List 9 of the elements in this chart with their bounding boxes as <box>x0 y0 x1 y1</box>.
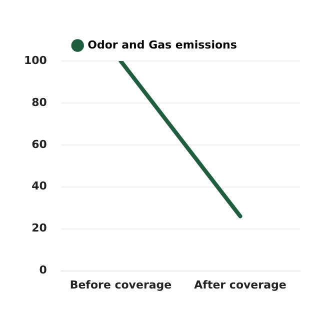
y-tick-label: 0 <box>39 264 48 277</box>
y-tick-label: 40 <box>32 180 48 193</box>
y-tick-label: 100 <box>24 54 48 67</box>
y-tick-label: 60 <box>32 138 48 151</box>
y-tick-label: 80 <box>32 96 48 109</box>
x-tick-label: After coverage <box>194 278 286 292</box>
x-tick-label: Before coverage <box>70 278 172 292</box>
y-tick-label: 20 <box>32 222 48 235</box>
legend-label: Odor and Gas emissions <box>88 38 238 52</box>
